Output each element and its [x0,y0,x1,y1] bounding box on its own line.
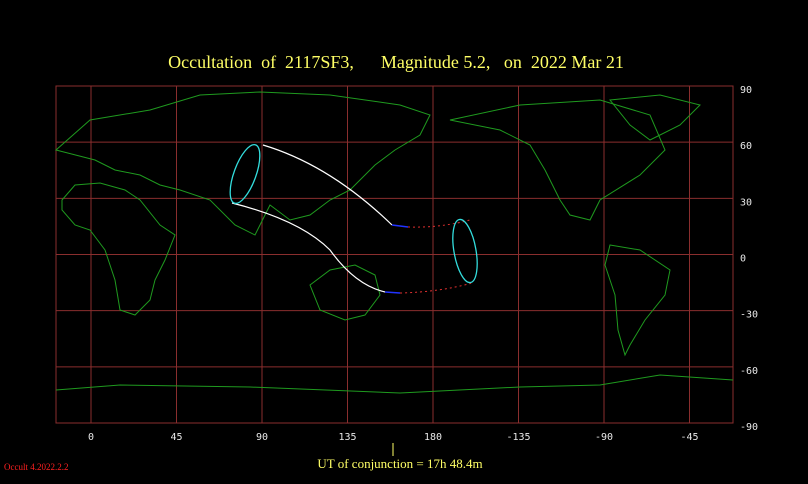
lat-tick-label: 90 [740,85,752,96]
path-limit [391,224,409,228]
shadow-outline [229,143,261,205]
path-limit [231,202,386,293]
lon-tick-label: 0 [88,432,94,443]
version-label: Occult 4.2022.2.2 [4,462,69,472]
coastline [449,99,666,221]
path-limit [384,291,401,294]
shadow-outline [452,218,478,284]
lat-tick-label: -90 [740,422,758,433]
lon-tick-label: -135 [506,432,530,443]
conjunction-label: UT of conjunction = 17h 48.4m [317,456,482,471]
coastlines [54,91,734,394]
lon-tick-label: -90 [595,432,613,443]
lon-tick-label: 135 [338,432,356,443]
occultation-path [229,143,478,294]
coastline [61,182,176,316]
lon-tick-label: 90 [256,432,268,443]
coastline [55,374,734,394]
lon-tick-label: 45 [170,432,182,443]
lat-tick-label: 0 [740,254,746,265]
path-limit [262,144,393,226]
coastline [604,244,671,357]
coastline [54,91,431,236]
path-limit [407,219,471,228]
lat-tick-label: 30 [740,197,752,208]
path-limit [399,282,473,294]
coastline [609,94,701,141]
lat-tick-label: -60 [740,366,758,377]
lat-tick-label: 60 [740,141,752,152]
lon-tick-label: -45 [680,432,698,443]
lat-tick-label: -30 [740,310,758,321]
coastline [309,264,381,321]
map-title: Occultation of 2117SF3, Magnitude 5.2, o… [168,52,624,72]
lon-tick-label: 180 [424,432,442,443]
graticule: 90 60 30 0 -30 -60 -90 0 45 90 135 180 -135 -90 -45 [55,85,758,443]
